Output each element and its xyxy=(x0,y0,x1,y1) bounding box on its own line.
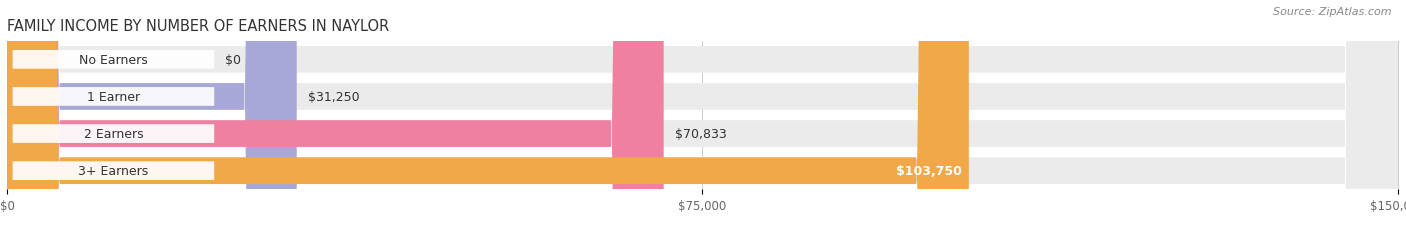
Text: $70,833: $70,833 xyxy=(675,128,727,140)
Text: No Earners: No Earners xyxy=(79,54,148,67)
FancyBboxPatch shape xyxy=(7,0,1398,231)
Text: $103,750: $103,750 xyxy=(896,164,962,177)
FancyBboxPatch shape xyxy=(7,0,969,231)
FancyBboxPatch shape xyxy=(13,51,214,69)
FancyBboxPatch shape xyxy=(7,0,664,231)
Text: FAMILY INCOME BY NUMBER OF EARNERS IN NAYLOR: FAMILY INCOME BY NUMBER OF EARNERS IN NA… xyxy=(7,18,389,33)
Text: 3+ Earners: 3+ Earners xyxy=(79,164,149,177)
Text: 1 Earner: 1 Earner xyxy=(87,91,141,103)
FancyBboxPatch shape xyxy=(13,125,214,143)
Text: Source: ZipAtlas.com: Source: ZipAtlas.com xyxy=(1274,7,1392,17)
Text: $0: $0 xyxy=(225,54,242,67)
FancyBboxPatch shape xyxy=(7,0,297,231)
Text: $31,250: $31,250 xyxy=(308,91,360,103)
Text: 2 Earners: 2 Earners xyxy=(83,128,143,140)
FancyBboxPatch shape xyxy=(13,162,214,180)
FancyBboxPatch shape xyxy=(13,88,214,106)
FancyBboxPatch shape xyxy=(7,0,1398,231)
FancyBboxPatch shape xyxy=(7,0,1398,231)
FancyBboxPatch shape xyxy=(7,0,1398,231)
